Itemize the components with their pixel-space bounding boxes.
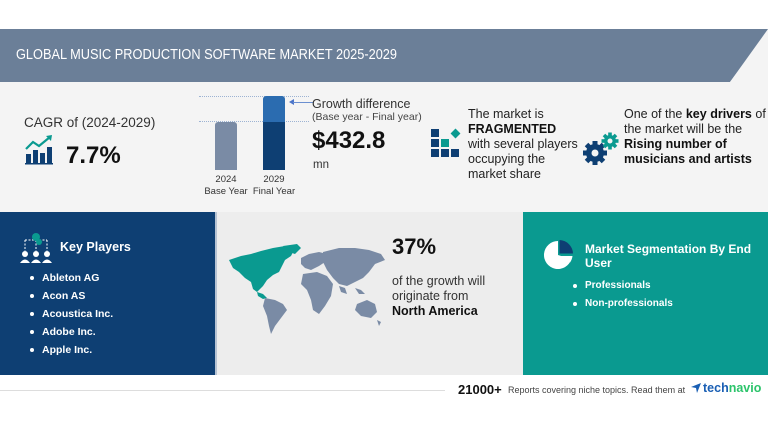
arrow-line	[293, 102, 313, 103]
stats-strip: CAGR of (2024-2029) 7.7% 2024 Base Year …	[0, 82, 768, 212]
driver-name: Rising number of musicians and artists	[624, 137, 752, 166]
bar-label-2029: 2029 Final Year	[244, 174, 304, 198]
list-item: Non-professionals	[573, 295, 673, 313]
growth-unit: mn	[313, 159, 329, 171]
logo-text-tech: tech	[703, 381, 729, 395]
bar-2024	[215, 122, 237, 170]
list-item: Acon AS	[30, 287, 113, 305]
driver-prefix: One of the	[624, 107, 686, 121]
driver-middle: of the market will be the	[624, 107, 766, 136]
list-item: Ableton AG	[30, 269, 113, 287]
bar-2029-base	[263, 122, 285, 170]
key-players-panel: Key Players Ableton AG Acon AS Acoustica…	[0, 212, 215, 375]
bar-year: 2024	[215, 174, 237, 185]
bar-label-2024: 2024 Base Year	[196, 174, 256, 198]
driver-emphasis: key drivers	[685, 107, 752, 121]
list-item: Acoustica Inc.	[30, 305, 113, 323]
structure-emphasis: FRAGMENTED	[468, 122, 557, 136]
fragmented-blocks-icon	[431, 128, 461, 157]
region-description: of the growth will originate from	[392, 274, 486, 303]
growth-chart-icon	[25, 135, 53, 165]
gears-icon	[583, 132, 619, 165]
growth-bar-chart: 2024 Base Year 2029 Final Year	[195, 90, 315, 200]
report-count: 21000+	[458, 382, 502, 397]
technavio-logo[interactable]: tech navio	[691, 381, 761, 395]
structure-line1: The market is	[468, 107, 544, 121]
region-text: of the growth will originate from North …	[392, 274, 512, 319]
structure-line2: with several players occupying the marke…	[468, 137, 578, 181]
arrow-icon	[289, 99, 294, 105]
cagr-value: 7.7%	[66, 142, 121, 169]
list-item: Adobe Inc.	[30, 323, 113, 341]
growth-label: Growth difference	[312, 97, 411, 111]
bar-year: 2029	[263, 174, 285, 185]
region-name: North America	[392, 304, 478, 318]
region-panel: 37% of the growth will originate from No…	[215, 212, 523, 375]
footer-divider	[0, 390, 445, 391]
list-item: Professionals	[573, 277, 673, 295]
region-percent: 37%	[392, 234, 437, 259]
key-players-list: Ableton AG Acon AS Acoustica Inc. Adobe …	[30, 269, 113, 359]
logo-text-navio: navio	[728, 381, 762, 395]
bar-caption: Base Year	[204, 186, 248, 197]
bar-caption: Final Year	[252, 186, 296, 197]
grid-line	[199, 121, 309, 122]
segmentation-title: Market Segmentation By End User	[585, 242, 752, 270]
cagr-label: CAGR of (2024-2029)	[24, 115, 156, 130]
segmentation-panel: Market Segmentation By End User Professi…	[523, 212, 768, 375]
segmentation-list: Professionals Non-professionals	[573, 277, 673, 313]
growth-value: $432.8	[312, 127, 386, 154]
growth-sublabel: (Base year - Final year)	[312, 111, 422, 123]
header-banner: GLOBAL MUSIC PRODUCTION SOFTWARE MARKET …	[0, 29, 768, 82]
footer-text: Reports covering niche topics. Read them…	[508, 385, 686, 395]
key-players-title: Key Players	[60, 240, 131, 254]
grid-line	[199, 96, 309, 97]
page-title: GLOBAL MUSIC PRODUCTION SOFTWARE MARKET …	[16, 47, 398, 63]
market-structure-text: The market is FRAGMENTED with several pl…	[468, 107, 578, 182]
pie-chart-icon	[543, 240, 573, 269]
logo-arrow-icon	[691, 383, 701, 393]
list-item: Apple Inc.	[30, 341, 113, 359]
key-driver-text: One of the key drivers of the market wil…	[624, 107, 768, 167]
world-map-icon	[229, 244, 385, 334]
bar-2029-growth	[263, 96, 285, 122]
org-chart-icon	[20, 233, 52, 263]
